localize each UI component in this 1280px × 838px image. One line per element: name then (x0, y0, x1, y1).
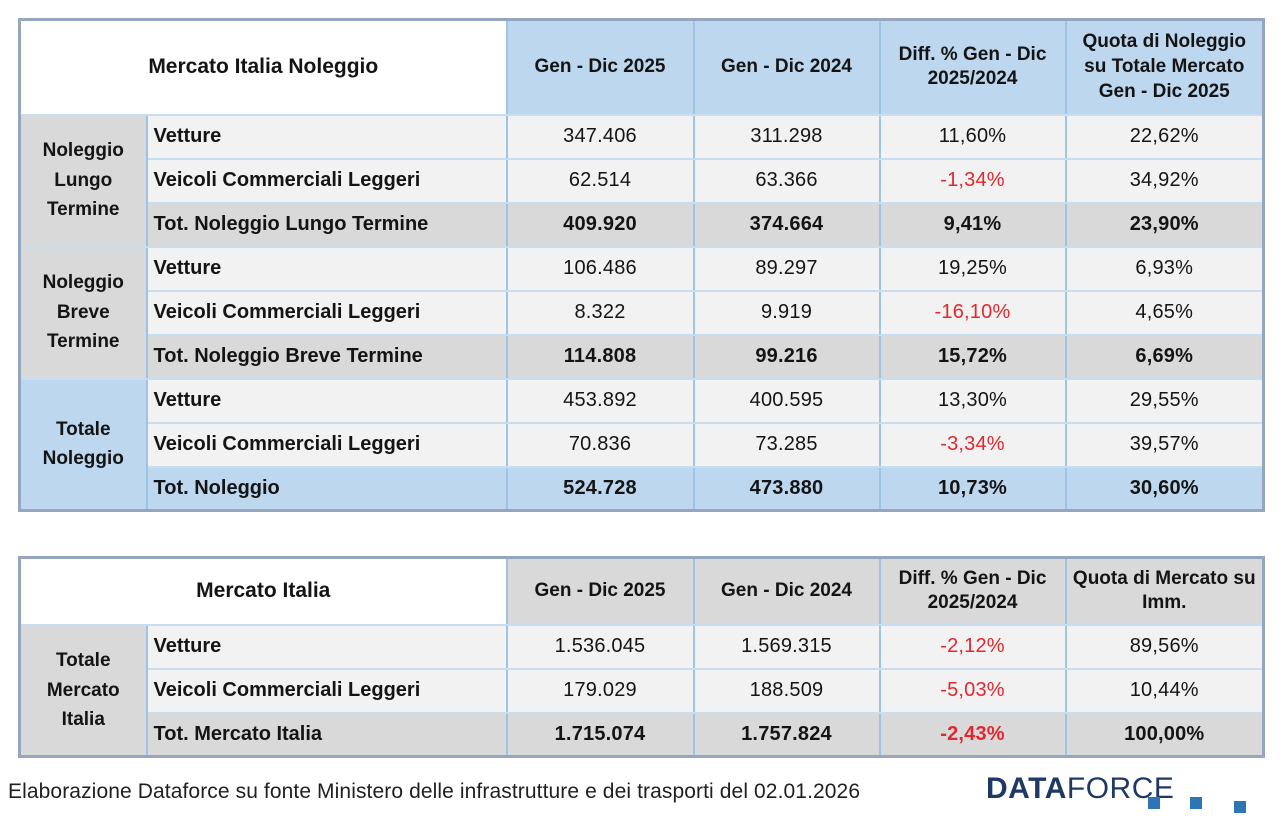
column-header: Gen - Dic 2025 (505, 556, 695, 626)
value-cell: 13,30% (878, 377, 1067, 424)
total-market-table: Mercato Italia Gen - Dic 2025 Gen - Dic 20… (18, 556, 1265, 758)
value-cell: 179.029 (505, 667, 695, 714)
row-label: Tot. Noleggio Breve Termine (145, 333, 508, 380)
row-label: Veicoli Commerciali Leggeri (145, 421, 508, 468)
value-cell: 34,92% (1064, 157, 1265, 204)
value-cell: 524.728 (505, 465, 695, 512)
group-label: Totale Mercato Italia (18, 623, 148, 758)
value-cell: 6,93% (1064, 245, 1265, 292)
value-cell: -2,12% (878, 623, 1067, 670)
column-header: Gen - Dic 2025 (505, 18, 695, 116)
value-cell: 473.880 (692, 465, 881, 512)
value-cell: 1.757.824 (692, 711, 881, 758)
value-cell: 453.892 (505, 377, 695, 424)
value-cell: 89.297 (692, 245, 881, 292)
value-cell: 15,72% (878, 333, 1067, 380)
value-cell: 6,69% (1064, 333, 1265, 380)
dataforce-logo: DATAFORCE (986, 772, 1264, 820)
value-cell: 4,65% (1064, 289, 1265, 336)
value-cell: 63.366 (692, 157, 881, 204)
value-cell: 9,41% (878, 201, 1067, 248)
value-cell: 39,57% (1064, 421, 1265, 468)
rental-market-table-container: Mercato Italia Noleggio Gen - Dic 2025 Gen… (18, 18, 1265, 512)
table-title: Mercato Italia (18, 556, 508, 626)
table-title: Mercato Italia Noleggio (18, 18, 508, 116)
value-cell: -1,34% (878, 157, 1067, 204)
value-cell: 106.486 (505, 245, 695, 292)
value-cell: 8.322 (505, 289, 695, 336)
value-cell: 62.514 (505, 157, 695, 204)
row-label: Veicoli Commerciali Leggeri (145, 289, 508, 336)
value-cell: -16,10% (878, 289, 1067, 336)
value-cell: 347.406 (505, 113, 695, 160)
total-market-table-container: Mercato Italia Gen - Dic 2025 Gen - Dic 20… (18, 556, 1265, 758)
value-cell: 400.595 (692, 377, 881, 424)
value-cell: 22,62% (1064, 113, 1265, 160)
row-label: Veicoli Commerciali Leggeri (145, 157, 508, 204)
row-label: Veicoli Commerciali Leggeri (145, 667, 508, 714)
value-cell: 1.715.074 (505, 711, 695, 758)
group-label: Totale Noleggio (18, 377, 148, 512)
value-cell: -5,03% (878, 667, 1067, 714)
source-note: Elaborazione Dataforce su fonte Minister… (8, 780, 861, 803)
value-cell: 409.920 (505, 201, 695, 248)
group-label: Noleggio Breve Termine (18, 245, 148, 380)
row-label: Tot. Mercato Italia (145, 711, 508, 758)
row-label: Tot. Noleggio (145, 465, 508, 512)
value-cell: 30,60% (1064, 465, 1265, 512)
column-header: Gen - Dic 2024 (692, 18, 881, 116)
dataforce-logo-text: DATAFORCE (986, 772, 1174, 806)
value-cell: 9.919 (692, 289, 881, 336)
logo-square-icon (1190, 797, 1202, 809)
row-label: Tot. Noleggio Lungo Termine (145, 201, 508, 248)
logo-data-part: DATA (986, 772, 1067, 805)
value-cell: 70.836 (505, 421, 695, 468)
column-header: Diff. % Gen - Dic 2025/2024 (878, 18, 1067, 116)
value-cell: 11,60% (878, 113, 1067, 160)
footer: Elaborazione Dataforce su fonte Minister… (8, 772, 1264, 820)
row-label: Vetture (145, 377, 508, 424)
column-header: Diff. % Gen - Dic 2025/2024 (878, 556, 1067, 626)
value-cell: 99.216 (692, 333, 881, 380)
row-label: Vetture (145, 113, 508, 160)
value-cell: 1.569.315 (692, 623, 881, 670)
value-cell: -3,34% (878, 421, 1067, 468)
column-header: Quota di Mercato su Imm. (1064, 556, 1265, 626)
value-cell: 73.285 (692, 421, 881, 468)
row-label: Vetture (145, 623, 508, 670)
value-cell: 1.536.045 (505, 623, 695, 670)
row-label: Vetture (145, 245, 508, 292)
value-cell: 374.664 (692, 201, 881, 248)
value-cell: 311.298 (692, 113, 881, 160)
column-header: Gen - Dic 2024 (692, 556, 881, 626)
value-cell: 114.808 (505, 333, 695, 380)
logo-square-icon (1148, 797, 1160, 809)
value-cell: 23,90% (1064, 201, 1265, 248)
value-cell: -2,43% (878, 711, 1067, 758)
value-cell: 10,73% (878, 465, 1067, 512)
column-header: Quota di Noleggio su Totale Mercato Gen … (1064, 18, 1265, 116)
value-cell: 19,25% (878, 245, 1067, 292)
value-cell: 188.509 (692, 667, 881, 714)
value-cell: 29,55% (1064, 377, 1265, 424)
value-cell: 100,00% (1064, 711, 1265, 758)
value-cell: 89,56% (1064, 623, 1265, 670)
rental-market-table: Mercato Italia Noleggio Gen - Dic 2025 Gen… (18, 18, 1265, 512)
group-label: Noleggio Lungo Termine (18, 113, 148, 248)
logo-square-icon (1234, 801, 1246, 813)
value-cell: 10,44% (1064, 667, 1265, 714)
